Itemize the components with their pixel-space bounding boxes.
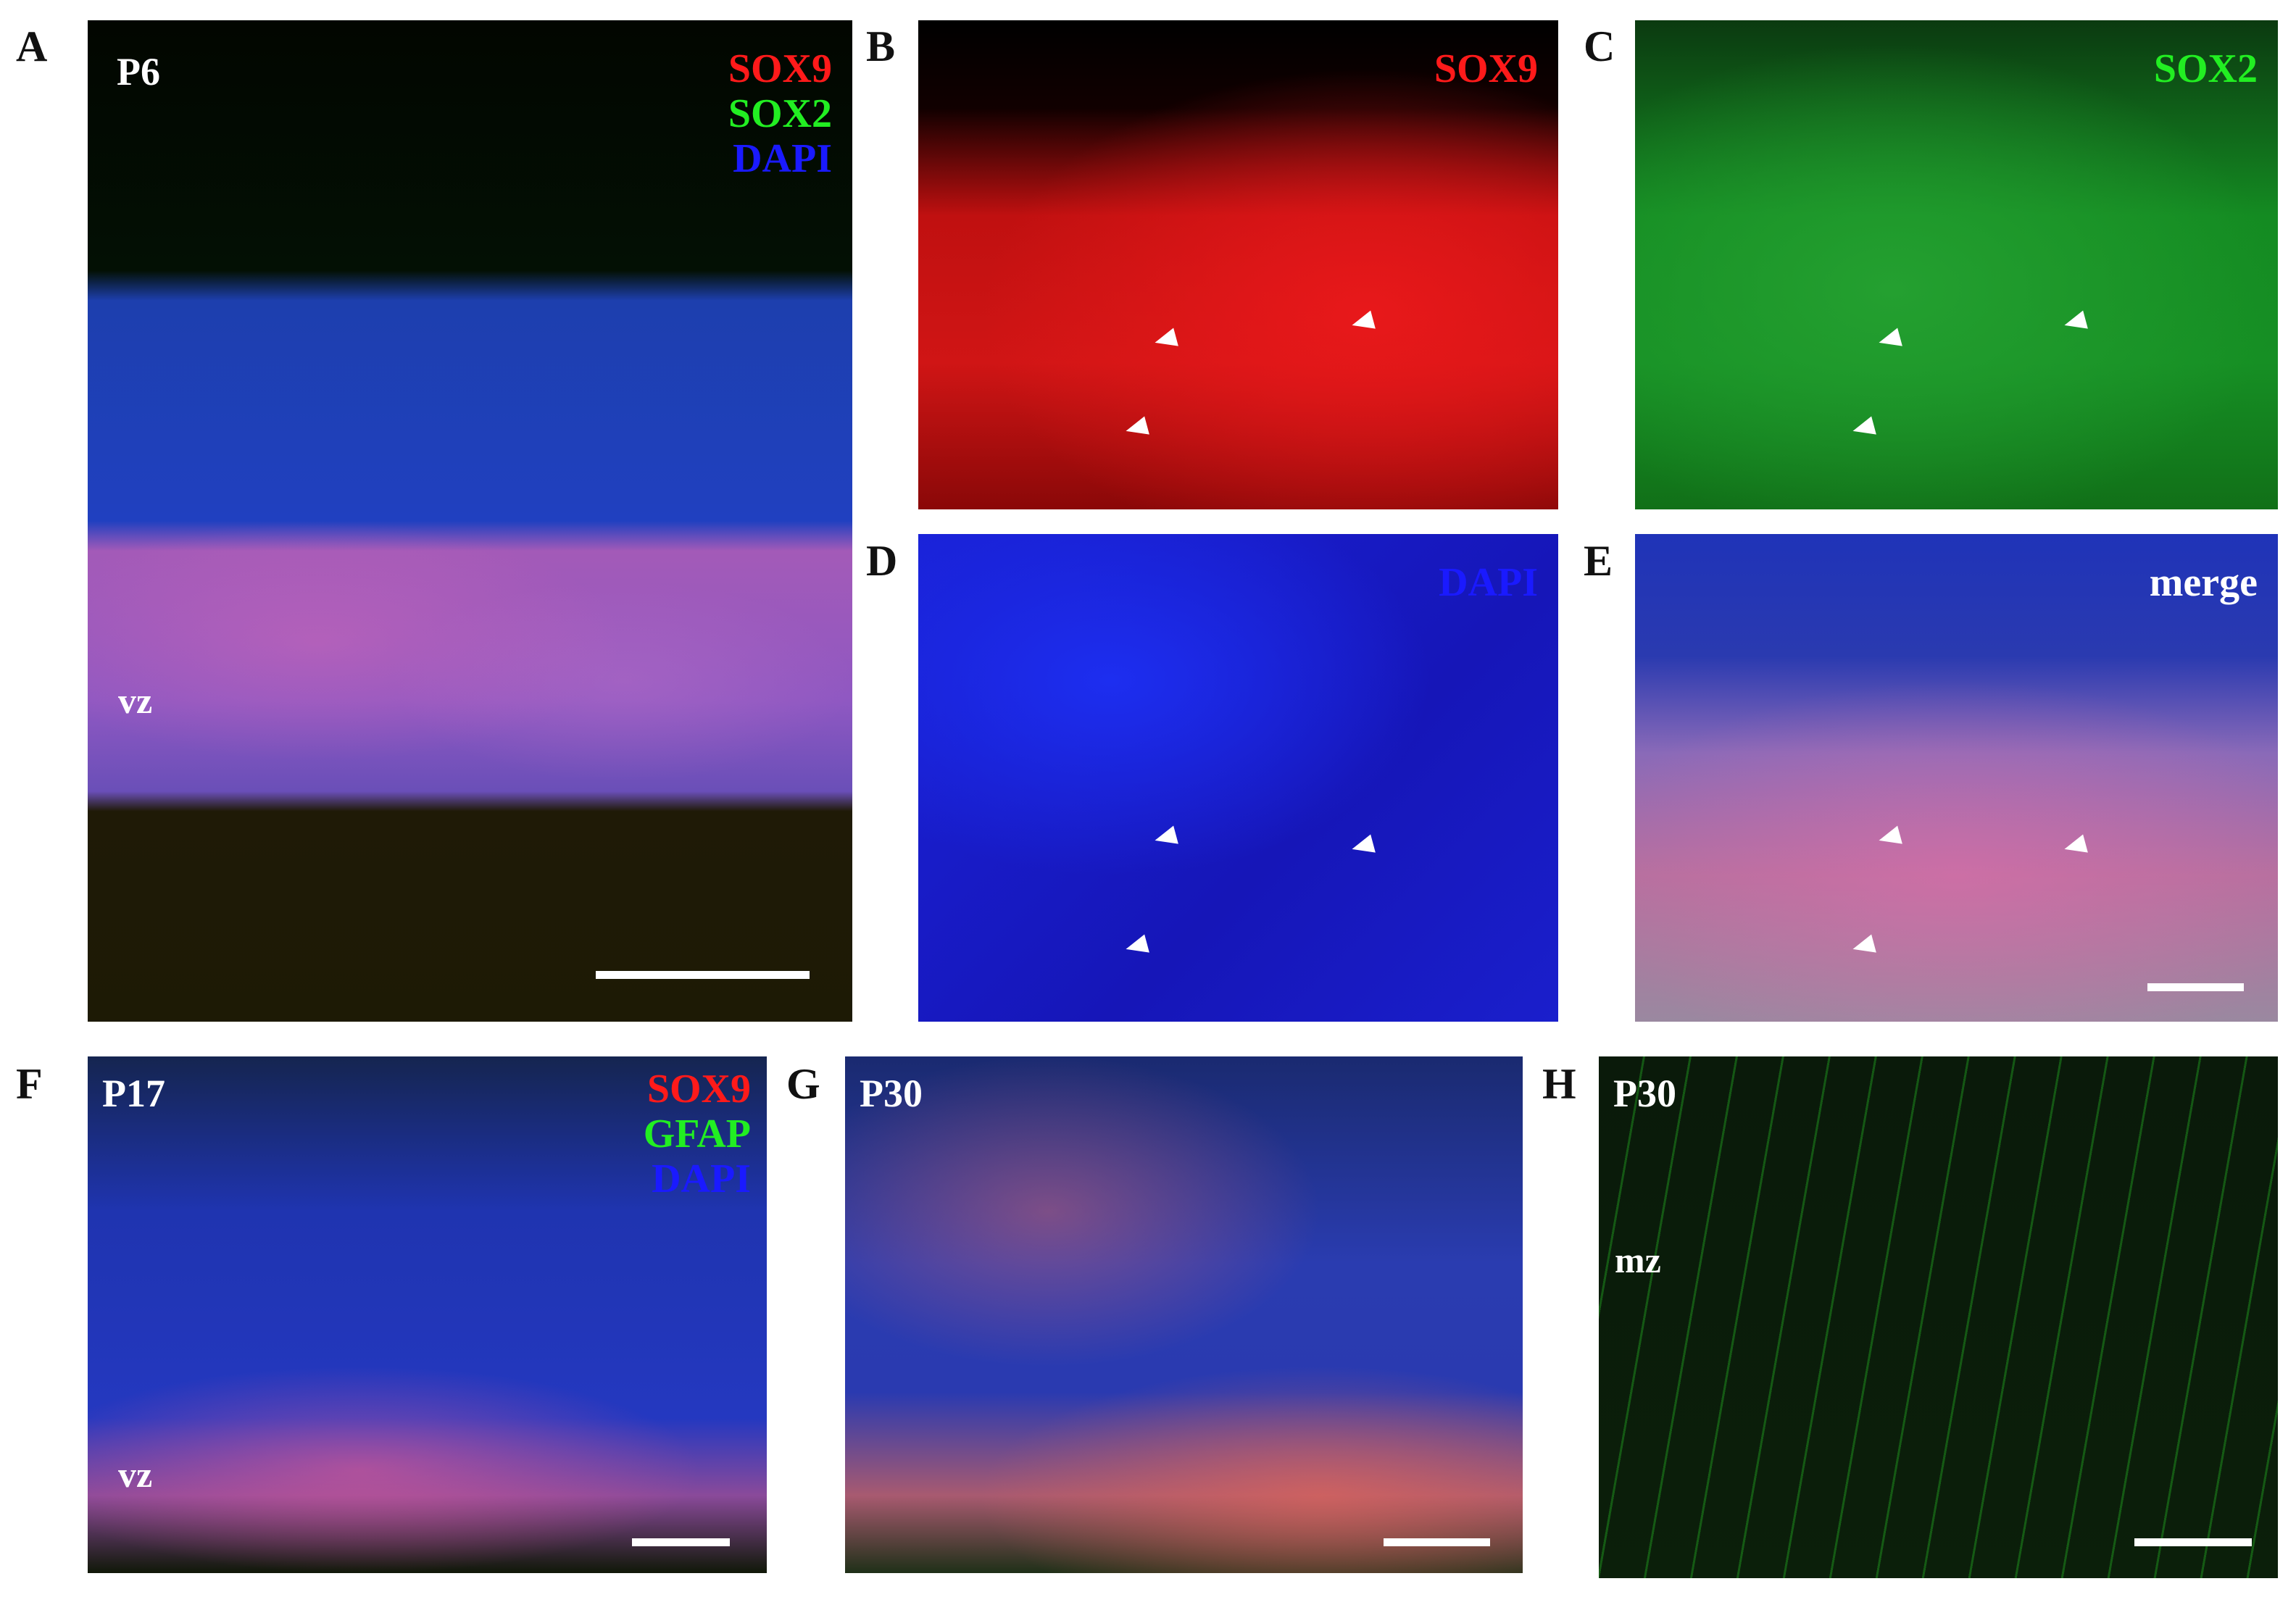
channel-label: SOX9 <box>1434 46 1538 91</box>
channel-legend: SOX9 GFAP DAPI <box>644 1067 751 1201</box>
arrowhead-icon <box>1876 328 1902 352</box>
channel-dapi: DAPI <box>652 1156 751 1201</box>
channel-legend: SOX9 SOX2 DAPI <box>728 46 832 181</box>
channel-sox2: SOX2 <box>728 91 832 136</box>
arrowhead-icon <box>1850 416 1876 441</box>
channel-gfap: GFAP <box>643 1112 751 1156</box>
panel-letter-c: C <box>1584 22 1615 70</box>
channel-sox9: SOX9 <box>728 46 832 91</box>
panel-letter-g: G <box>786 1060 820 1108</box>
micrograph-panel-e: merge <box>1635 534 2278 1022</box>
age-label: P17 <box>102 1072 165 1115</box>
zone-label: mz <box>1615 1240 1661 1280</box>
arrowhead-icon <box>1850 934 1876 959</box>
channel-label: SOX2 <box>2153 46 2258 91</box>
age-label: P6 <box>117 50 160 93</box>
micrograph-panel-g: P30 <box>845 1056 1523 1573</box>
panel-letter-e: E <box>1584 537 1613 585</box>
age-label: P30 <box>860 1072 923 1115</box>
scale-bar <box>2134 1538 2252 1546</box>
panel-letter-f: F <box>16 1060 43 1108</box>
panel-letter-h: H <box>1542 1060 1576 1108</box>
arrowhead-icon <box>1152 825 1178 850</box>
arrowhead-icon <box>1123 416 1149 441</box>
scale-bar <box>596 971 810 979</box>
panel-letter-d: D <box>866 537 898 585</box>
arrowhead-icon <box>1349 310 1376 335</box>
arrowhead-icon <box>1152 328 1178 352</box>
panel-letter-b: B <box>866 22 896 70</box>
micrograph-panel-f: P17 SOX9 GFAP DAPI vz <box>88 1056 767 1573</box>
channel-label: DAPI <box>1439 560 1538 605</box>
zone-label: vz <box>118 1454 153 1495</box>
micrograph-panel-c: SOX2 <box>1635 20 2278 509</box>
micrograph-panel-d: DAPI <box>918 534 1558 1022</box>
micrograph-panel-h: P30 mz <box>1599 1056 2278 1578</box>
arrowhead-icon <box>2062 310 2088 335</box>
arrowhead-icon <box>1123 934 1149 959</box>
age-label: P30 <box>1613 1072 1676 1115</box>
channel-sox9: SOX9 <box>646 1067 751 1112</box>
arrowhead-icon <box>1876 825 1902 850</box>
scale-bar <box>1384 1538 1490 1546</box>
panel-letter-a: A <box>16 22 48 70</box>
channel-label: merge <box>2149 560 2258 605</box>
zone-label: vz <box>118 680 153 721</box>
micrograph-panel-b: SOX9 <box>918 20 1558 509</box>
scale-bar <box>2147 983 2244 991</box>
scale-bar <box>632 1538 730 1546</box>
arrowhead-icon <box>1349 834 1376 859</box>
channel-dapi: DAPI <box>733 136 832 181</box>
micrograph-panel-a: P6 SOX9 SOX2 DAPI vz <box>88 20 852 1022</box>
arrowhead-icon <box>2062 834 2088 859</box>
